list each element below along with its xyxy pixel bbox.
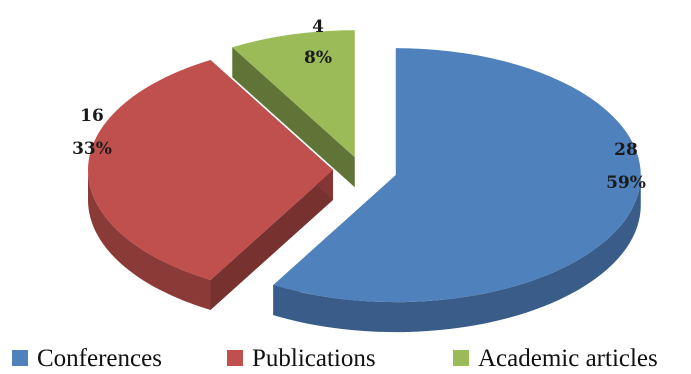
legend: Conferences Publications Academic articles — [12, 345, 658, 372]
data-label-value: 16 — [80, 106, 104, 126]
slice-top — [88, 60, 333, 280]
legend-item: Conferences — [12, 345, 162, 372]
legend-label: Academic articles — [478, 345, 658, 372]
data-labels: 28 59% 16 33% 4 8% — [72, 17, 646, 193]
legend-label: Conferences — [37, 345, 162, 372]
pie-slices — [88, 30, 641, 333]
data-label-value: 28 — [614, 140, 638, 160]
slice-academic-articles — [232, 30, 355, 188]
slice-conferences — [273, 48, 641, 333]
data-label-value: 4 — [312, 17, 324, 37]
legend-item: Academic articles — [453, 345, 658, 372]
legend-swatch — [12, 350, 28, 366]
legend-label: Publications — [252, 345, 376, 372]
data-label-percent: 59% — [606, 173, 646, 193]
slice-top — [232, 30, 355, 158]
data-label-percent: 8% — [304, 48, 332, 68]
slice-top — [273, 48, 641, 303]
data-label-percent: 33% — [72, 139, 112, 159]
slice-rim — [88, 170, 211, 310]
slice-publications — [88, 60, 333, 310]
legend-swatch — [227, 350, 243, 366]
legend-swatch — [453, 350, 469, 366]
legend-item: Publications — [227, 345, 376, 372]
slice-wall — [232, 47, 355, 188]
slice-rim — [273, 175, 641, 333]
slice-wall — [210, 170, 333, 310]
